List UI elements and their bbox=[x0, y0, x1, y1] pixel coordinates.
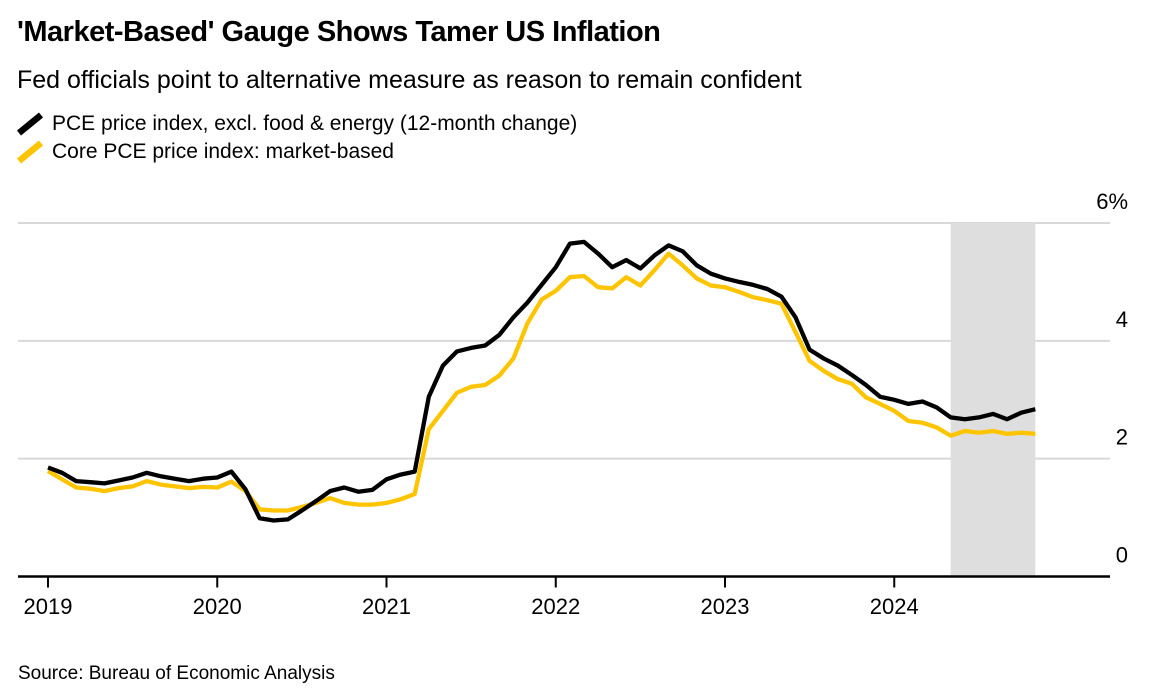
highlight-band bbox=[950, 223, 1036, 577]
legend-label-pce-core: PCE price index, excl. food & energy (12… bbox=[52, 112, 578, 135]
series-line-pce-core bbox=[47, 239, 1036, 523]
yellow-slash-icon bbox=[16, 140, 44, 164]
y-axis-label-0: 0 bbox=[1116, 543, 1128, 568]
legend-item-pce-core: PCE price index, excl. food & energy (12… bbox=[15, 110, 577, 138]
y-axis-label-6: 6% bbox=[1096, 189, 1128, 214]
x-tick-label-2021: 2021 bbox=[362, 594, 411, 619]
legend-item-market-based: Core PCE price index: market-based bbox=[15, 138, 577, 166]
x-tick-label-2023: 2023 bbox=[701, 594, 750, 619]
series-line-market-based bbox=[46, 251, 1036, 513]
black-slash-icon bbox=[16, 112, 44, 136]
x-tick-label-2020: 2020 bbox=[193, 594, 242, 619]
page-subtitle: Fed officials point to alternative measu… bbox=[17, 66, 802, 94]
source-note: Source: Bureau of Economic Analysis bbox=[18, 663, 335, 684]
legend-label-market-based: Core PCE price index: market-based bbox=[52, 140, 394, 163]
x-tick-label-2024: 2024 bbox=[870, 594, 919, 619]
y-axis-label-4: 4 bbox=[1116, 307, 1128, 332]
x-tick-label-2022: 2022 bbox=[531, 594, 580, 619]
y-axis-label-2: 2 bbox=[1116, 425, 1128, 450]
x-tick-label-2019: 2019 bbox=[24, 594, 73, 619]
page-title: 'Market-Based' Gauge Shows Tamer US Infl… bbox=[17, 16, 661, 48]
chart-legend: PCE price index, excl. food & energy (12… bbox=[15, 110, 577, 166]
